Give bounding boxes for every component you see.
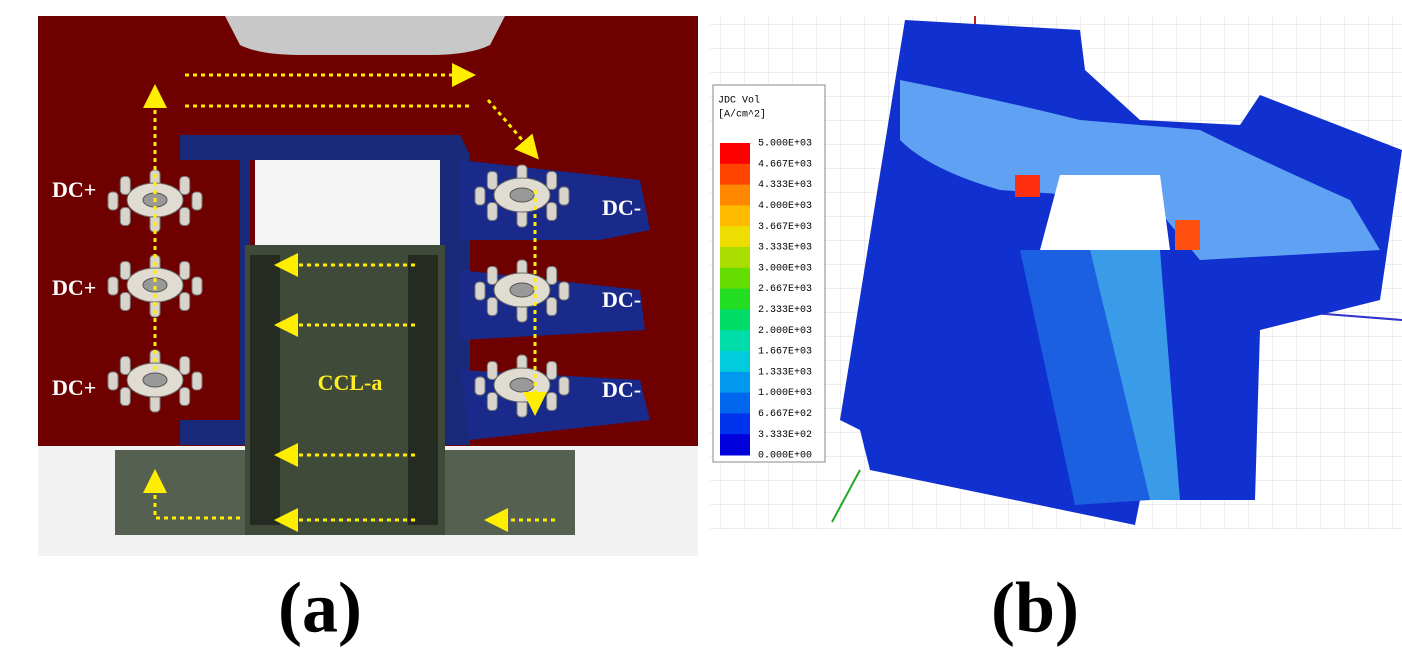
label-dc-plus: DC+ (52, 275, 96, 300)
legend-swatch (720, 185, 750, 206)
pin (120, 388, 130, 406)
legend-label: 2.000E+03 (758, 326, 812, 337)
shape (408, 255, 438, 525)
legend-label: 1.667E+03 (758, 347, 812, 358)
pin (180, 388, 190, 406)
pin (120, 356, 130, 374)
connector-hole (143, 373, 167, 387)
pin (180, 176, 190, 194)
pin (487, 361, 497, 379)
legend-label: 2.667E+03 (758, 284, 812, 295)
legend-swatch (720, 247, 750, 268)
hotspot (1175, 220, 1200, 250)
legend-swatch (720, 205, 750, 226)
legend-label: 5.000E+03 (758, 139, 812, 150)
pin (120, 176, 130, 194)
pin (559, 377, 569, 395)
legend-swatch (720, 434, 750, 455)
legend-swatch (720, 351, 750, 372)
pin (475, 282, 485, 300)
pin (559, 282, 569, 300)
caption-b: (b) (991, 568, 1079, 648)
legend-label: 6.667E+02 (758, 409, 812, 420)
legend-title: JDC Vol (718, 95, 760, 107)
pin (487, 171, 497, 189)
pin (475, 187, 485, 205)
legend-swatch (720, 268, 750, 289)
window (255, 160, 440, 245)
legend-swatch (720, 289, 750, 310)
legend-swatch (720, 393, 750, 414)
pin (547, 203, 557, 221)
pin (547, 266, 557, 284)
legend-label: 4.667E+03 (758, 159, 812, 170)
capacitor (225, 16, 505, 55)
pin (108, 277, 118, 295)
legend-label: 3.667E+03 (758, 222, 812, 233)
label-dc-plus: DC+ (52, 375, 96, 400)
legend-swatch (720, 330, 750, 351)
connector-hole (510, 188, 534, 202)
pin (487, 298, 497, 316)
pin (487, 203, 497, 221)
pin (108, 372, 118, 390)
shape (250, 255, 280, 525)
pin (192, 372, 202, 390)
pin (180, 261, 190, 279)
pin (547, 361, 557, 379)
label-dc-minus: DC- (602, 195, 641, 220)
pin (547, 171, 557, 189)
legend-label: 2.333E+03 (758, 305, 812, 316)
legend-label: 4.333E+03 (758, 180, 812, 191)
caption-a: (a) (278, 568, 362, 648)
legend-swatch (720, 164, 750, 185)
pin (487, 393, 497, 411)
pin (547, 393, 557, 411)
pin (120, 293, 130, 311)
connector-hole (510, 378, 534, 392)
legend-unit: [A/cm^2] (718, 109, 766, 121)
legend-label: 4.000E+03 (758, 201, 812, 212)
legend-label: 3.000E+03 (758, 263, 812, 274)
label-ccl: CCL-a (318, 370, 383, 395)
legend-label: 0.000E+00 (758, 451, 812, 462)
pin (108, 192, 118, 210)
label-dc-plus: DC+ (52, 177, 96, 202)
label-dc-minus: DC- (602, 377, 641, 402)
legend-swatch (720, 372, 750, 393)
pin (475, 377, 485, 395)
legend-swatch (720, 309, 750, 330)
pin (180, 356, 190, 374)
pin (487, 266, 497, 284)
legend-swatch (720, 143, 750, 164)
label-dc-minus: DC- (602, 287, 641, 312)
hotspot (1015, 175, 1040, 197)
legend-swatch (720, 413, 750, 434)
pin (559, 187, 569, 205)
pin (192, 277, 202, 295)
panel-a: DC+ DC+ DC+ DC- DC- DC- CCL-a (38, 16, 698, 556)
pin (547, 298, 557, 316)
pin (180, 293, 190, 311)
pin (192, 192, 202, 210)
window (1040, 175, 1170, 250)
legend-label: 1.000E+03 (758, 388, 812, 399)
connector-hole (510, 283, 534, 297)
pin (180, 208, 190, 226)
pin (120, 261, 130, 279)
pin (120, 208, 130, 226)
legend-swatch (720, 226, 750, 247)
legend-label: 3.333E+02 (758, 430, 812, 441)
figure: DC+ DC+ DC+ DC- DC- DC- CCL-a JDC Vol [A… (0, 0, 1402, 659)
panel-b: JDC Vol [A/cm^2] 5.000E+03 4.667E+03 4.333… (710, 16, 1402, 530)
legend-label: 1.333E+03 (758, 367, 812, 378)
legend-label: 3.333E+03 (758, 243, 812, 254)
